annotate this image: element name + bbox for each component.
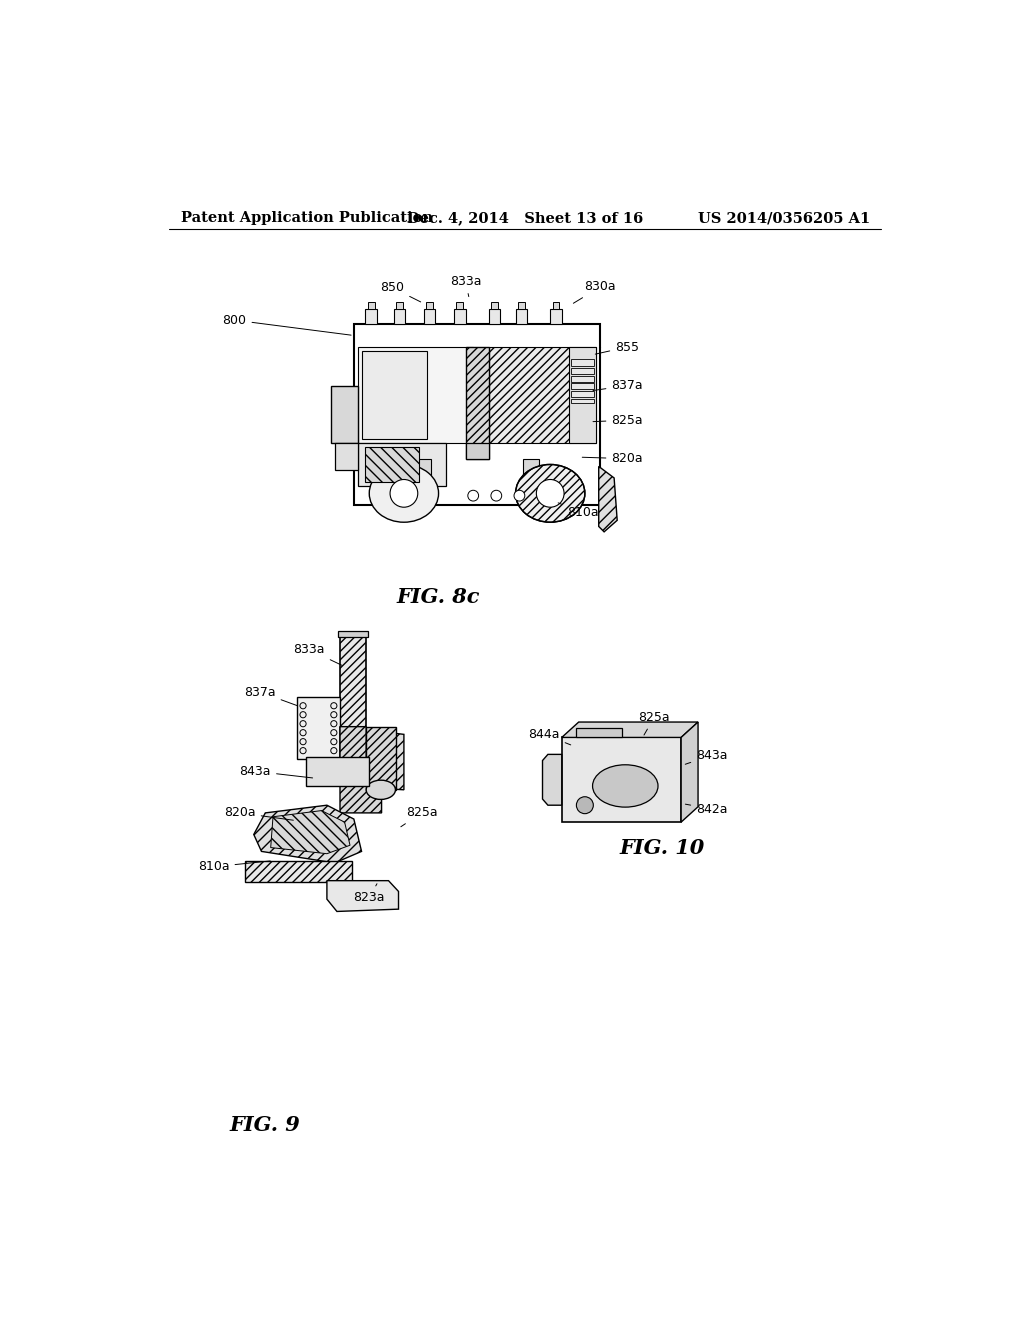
Polygon shape [340,726,382,813]
Text: FIG. 8c: FIG. 8c [397,587,480,607]
Bar [338,631,369,638]
Circle shape [514,490,525,502]
Bar [454,309,466,323]
Bar [523,459,539,478]
Text: 825a: 825a [593,413,643,426]
Bar [357,444,446,486]
Bar [488,347,596,444]
Text: 833a: 833a [294,643,342,665]
Bar [571,391,594,397]
Text: 825a: 825a [400,807,437,826]
Bar [297,697,340,759]
Text: 855: 855 [595,341,639,354]
Text: 825a: 825a [638,711,670,735]
Bar [571,383,594,389]
Polygon shape [340,726,403,789]
Text: US 2014/0356205 A1: US 2014/0356205 A1 [697,211,869,226]
Bar [361,351,427,440]
Bar [569,347,596,444]
Text: 820a: 820a [583,453,643,465]
Bar [357,347,473,444]
Circle shape [577,797,593,813]
Text: 830a: 830a [573,280,616,304]
Circle shape [537,479,564,507]
Bar [394,309,406,323]
Bar [466,444,488,459]
Text: 800: 800 [222,314,351,335]
Text: FIG. 9: FIG. 9 [230,1115,301,1135]
Bar [367,726,396,789]
Ellipse shape [515,465,585,523]
Polygon shape [354,465,454,506]
Polygon shape [681,722,698,822]
Text: 837a: 837a [244,685,297,706]
Ellipse shape [593,764,658,807]
Bar [488,309,500,323]
Ellipse shape [370,465,438,523]
Bar [571,368,594,374]
Bar [366,309,377,323]
Text: 810a: 810a [558,503,598,519]
Bar [331,385,357,444]
Bar [550,309,562,323]
Circle shape [468,490,478,502]
Bar [366,447,419,482]
Text: 810a: 810a [198,861,270,874]
Bar [457,302,463,309]
Ellipse shape [367,780,395,800]
Bar [490,302,498,309]
Text: Patent Application Publication: Patent Application Publication [180,211,432,226]
Bar [553,302,559,309]
Text: 843a: 843a [240,764,312,777]
Circle shape [490,490,502,502]
Polygon shape [599,466,617,532]
Text: 823a: 823a [353,884,385,904]
Bar [245,861,352,882]
Text: FIG. 10: FIG. 10 [620,838,705,858]
Bar [396,302,403,309]
Bar [340,638,367,726]
Bar [562,738,681,822]
Bar [426,302,433,309]
Bar [571,376,594,381]
Polygon shape [254,805,361,863]
Polygon shape [500,465,600,506]
Bar [518,302,524,309]
Polygon shape [270,810,350,854]
Text: 850: 850 [380,281,421,302]
Text: 833a: 833a [450,275,481,297]
Text: 844a: 844a [528,727,570,744]
Bar [354,323,600,506]
Text: 842a: 842a [685,803,728,816]
Text: 820a: 820a [224,807,293,820]
Bar [571,399,594,404]
Bar [368,302,375,309]
Bar [575,729,622,738]
Bar [466,347,488,459]
Bar [515,309,527,323]
Bar [416,459,431,478]
Polygon shape [543,755,562,805]
Text: 837a: 837a [593,379,643,392]
Bar [335,444,357,470]
Circle shape [390,479,418,507]
Text: 843a: 843a [685,748,728,764]
Text: Dec. 4, 2014   Sheet 13 of 16: Dec. 4, 2014 Sheet 13 of 16 [407,211,643,226]
Bar [571,359,594,367]
Polygon shape [562,722,698,738]
Bar [424,309,435,323]
Polygon shape [327,880,398,911]
Bar [306,758,370,785]
